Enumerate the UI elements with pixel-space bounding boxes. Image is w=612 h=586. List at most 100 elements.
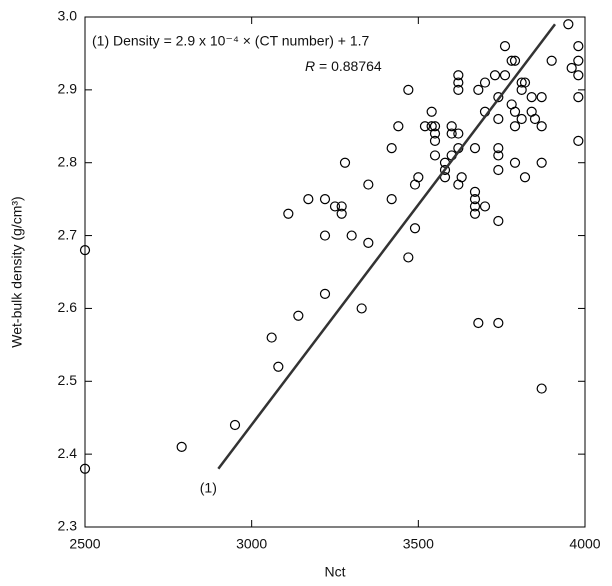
data-point — [546, 55, 557, 66]
data-point — [469, 194, 481, 205]
x-tick-label: 4000 — [569, 536, 600, 552]
y-tick-label: 3.0 — [58, 8, 78, 24]
data-point — [479, 201, 491, 212]
data-point — [563, 19, 574, 30]
r-symbol: R — [305, 58, 315, 74]
data-point — [456, 172, 467, 183]
r-value: = 0.88764 — [315, 58, 382, 74]
data-point — [493, 92, 504, 103]
data-point — [519, 77, 531, 88]
data-point — [429, 121, 441, 132]
x-tick-label: 2500 — [69, 536, 100, 552]
data-point — [403, 252, 414, 263]
data-point — [519, 172, 531, 183]
data-point — [493, 317, 504, 329]
data-point — [493, 113, 504, 125]
data-point — [319, 230, 331, 241]
data-point — [493, 215, 504, 227]
data-point — [509, 55, 521, 66]
data-point — [536, 157, 547, 168]
data-point — [319, 194, 331, 205]
data-point — [386, 143, 397, 154]
data-point — [499, 70, 511, 81]
data-point — [469, 201, 481, 212]
data-point — [453, 77, 464, 88]
data-point — [536, 121, 547, 132]
data-point — [266, 332, 277, 343]
data-point — [386, 194, 397, 205]
y-tick-label: 2.7 — [58, 226, 78, 242]
y-tick-label: 2.6 — [58, 299, 78, 315]
data-point — [453, 84, 464, 95]
data-point — [469, 186, 481, 197]
data-point — [453, 128, 464, 139]
data-point — [573, 41, 584, 52]
data-point — [346, 230, 357, 241]
data-point — [446, 121, 457, 132]
x-tick-label: 3000 — [236, 536, 267, 552]
data-point — [363, 237, 374, 248]
data-point — [429, 150, 441, 161]
y-axis-label: Wet-bulk density (g/cm³) — [9, 196, 25, 347]
data-point — [79, 463, 91, 474]
data-point — [473, 84, 484, 95]
data-point — [526, 92, 537, 103]
data-point — [439, 164, 451, 176]
x-tick-label: 3500 — [403, 536, 434, 552]
y-tick-label: 2.5 — [58, 372, 78, 388]
y-tick-label: 2.3 — [58, 518, 78, 534]
data-point — [573, 55, 584, 66]
data-point — [509, 157, 521, 168]
data-point — [479, 77, 491, 88]
data-point — [403, 84, 414, 95]
data-point — [509, 106, 521, 117]
data-point — [429, 128, 441, 139]
data-point — [536, 92, 547, 103]
data-point — [453, 70, 464, 81]
data-point — [229, 419, 241, 431]
annotation: (1) Density = 2.9 x 10⁻⁴ × (CT number) +… — [92, 33, 370, 49]
data-point — [446, 128, 457, 139]
r-annotation: R = 0.88764 — [305, 58, 382, 74]
y-tick-label: 2.8 — [58, 153, 78, 169]
data-point — [356, 303, 367, 314]
data-point — [413, 172, 424, 183]
data-point — [79, 245, 91, 256]
data-point — [473, 317, 484, 329]
fit-line — [217, 23, 556, 470]
data-point — [493, 143, 504, 154]
data-point — [493, 164, 504, 176]
data-point — [409, 223, 421, 234]
data-point — [426, 106, 437, 117]
data-point — [363, 179, 374, 190]
data-point — [573, 70, 584, 81]
data-point — [393, 121, 404, 132]
data-point — [509, 121, 521, 132]
data-point — [283, 208, 294, 219]
data-point — [176, 441, 187, 452]
data-point — [429, 135, 441, 146]
data-point — [469, 208, 481, 219]
data-point — [339, 157, 351, 168]
data-point — [493, 150, 504, 161]
data-point — [469, 143, 481, 154]
data-point — [516, 113, 527, 125]
data-point — [566, 62, 577, 74]
data-point — [336, 201, 347, 212]
data-point — [336, 208, 347, 219]
data-point — [499, 41, 511, 52]
data-point — [489, 70, 501, 81]
y-tick-label: 2.4 — [58, 445, 78, 461]
data-point — [419, 121, 431, 132]
y-tick-label: 2.9 — [58, 81, 78, 97]
data-point — [573, 92, 584, 103]
data-point — [573, 135, 584, 146]
plot-frame — [84, 16, 586, 528]
data-point — [303, 194, 314, 205]
data-point — [529, 113, 541, 125]
data-point — [536, 383, 547, 394]
data-point — [506, 55, 517, 66]
x-axis-label: Nct — [325, 564, 346, 580]
fit-label: (1) — [200, 479, 217, 495]
